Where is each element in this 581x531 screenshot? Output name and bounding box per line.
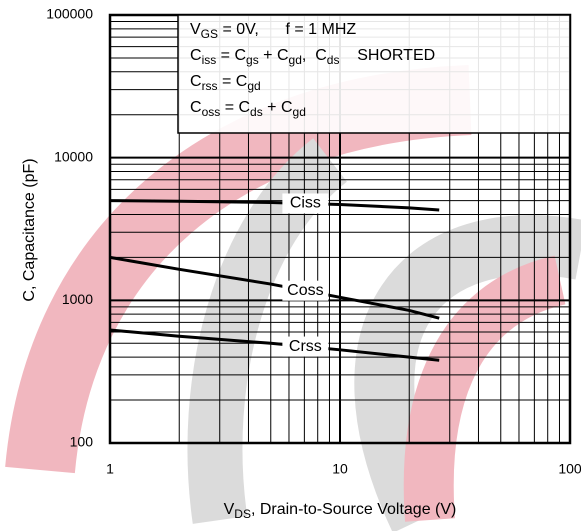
watermark (5, 65, 581, 531)
series-label: Coss (287, 282, 323, 299)
annotation-line: Coss = Cds + Cgd (190, 99, 306, 119)
text-run: = C (218, 73, 248, 90)
annotation-box (177, 14, 571, 134)
text-run: SHORTED (339, 47, 435, 64)
marks: Ciss Coss Crss (109, 193, 440, 362)
subscript: gd (247, 79, 260, 93)
text-run: C (190, 47, 202, 64)
series-label-bg (282, 336, 329, 357)
text-run: = C (220, 99, 250, 116)
text-run: C (190, 73, 202, 90)
subscript: iss (202, 53, 217, 67)
subscript: GS (201, 27, 218, 41)
annotation-line: Ciss = Cgs + Cgd, Cds SHORTED (190, 47, 435, 67)
series-label: Crss (289, 338, 322, 355)
subscript: ds (327, 53, 340, 67)
watermark-arc (403, 255, 567, 522)
text-run: = C (216, 47, 246, 64)
text-run: , C (302, 47, 327, 64)
subscript: gd (289, 53, 302, 67)
subscript: ds (250, 105, 263, 119)
text-run: = 0V, f = 1 MHZ (218, 21, 356, 38)
x-tick-label: 1 (106, 461, 114, 477)
subscript: gs (246, 53, 259, 67)
text-run: + C (259, 47, 289, 64)
y-tick-label: 1000 (62, 291, 93, 307)
series-label-bg (282, 193, 329, 214)
y-tick-label: 10000 (54, 148, 93, 164)
subscript: oss (202, 105, 221, 119)
annotation-line: Crss = Cgd (190, 73, 261, 93)
text-run: V (224, 501, 235, 518)
series-label: Ciss (290, 195, 321, 212)
y-axis-label: C, Capacitance (pF) (21, 158, 38, 301)
text-run: , Drain-to-Source Voltage (V) (251, 501, 456, 518)
text-run: C (190, 99, 202, 116)
x-axis-label: VDS, Drain-to-Source Voltage (V) (224, 501, 457, 521)
subscript: gd (293, 105, 306, 119)
text-run: V (190, 21, 201, 38)
annotation-line: VGS = 0V, f = 1 MHZ (190, 21, 356, 41)
series-label-bg (282, 280, 329, 301)
x-tick-label: 10 (332, 461, 348, 477)
subscript: rss (202, 79, 218, 93)
subscript: DS (234, 507, 251, 521)
x-tick-label: 100 (558, 461, 581, 477)
text-run: + C (263, 99, 293, 116)
y-tick-label: 100 (70, 434, 94, 450)
y-tick-label: 100000 (46, 6, 93, 22)
